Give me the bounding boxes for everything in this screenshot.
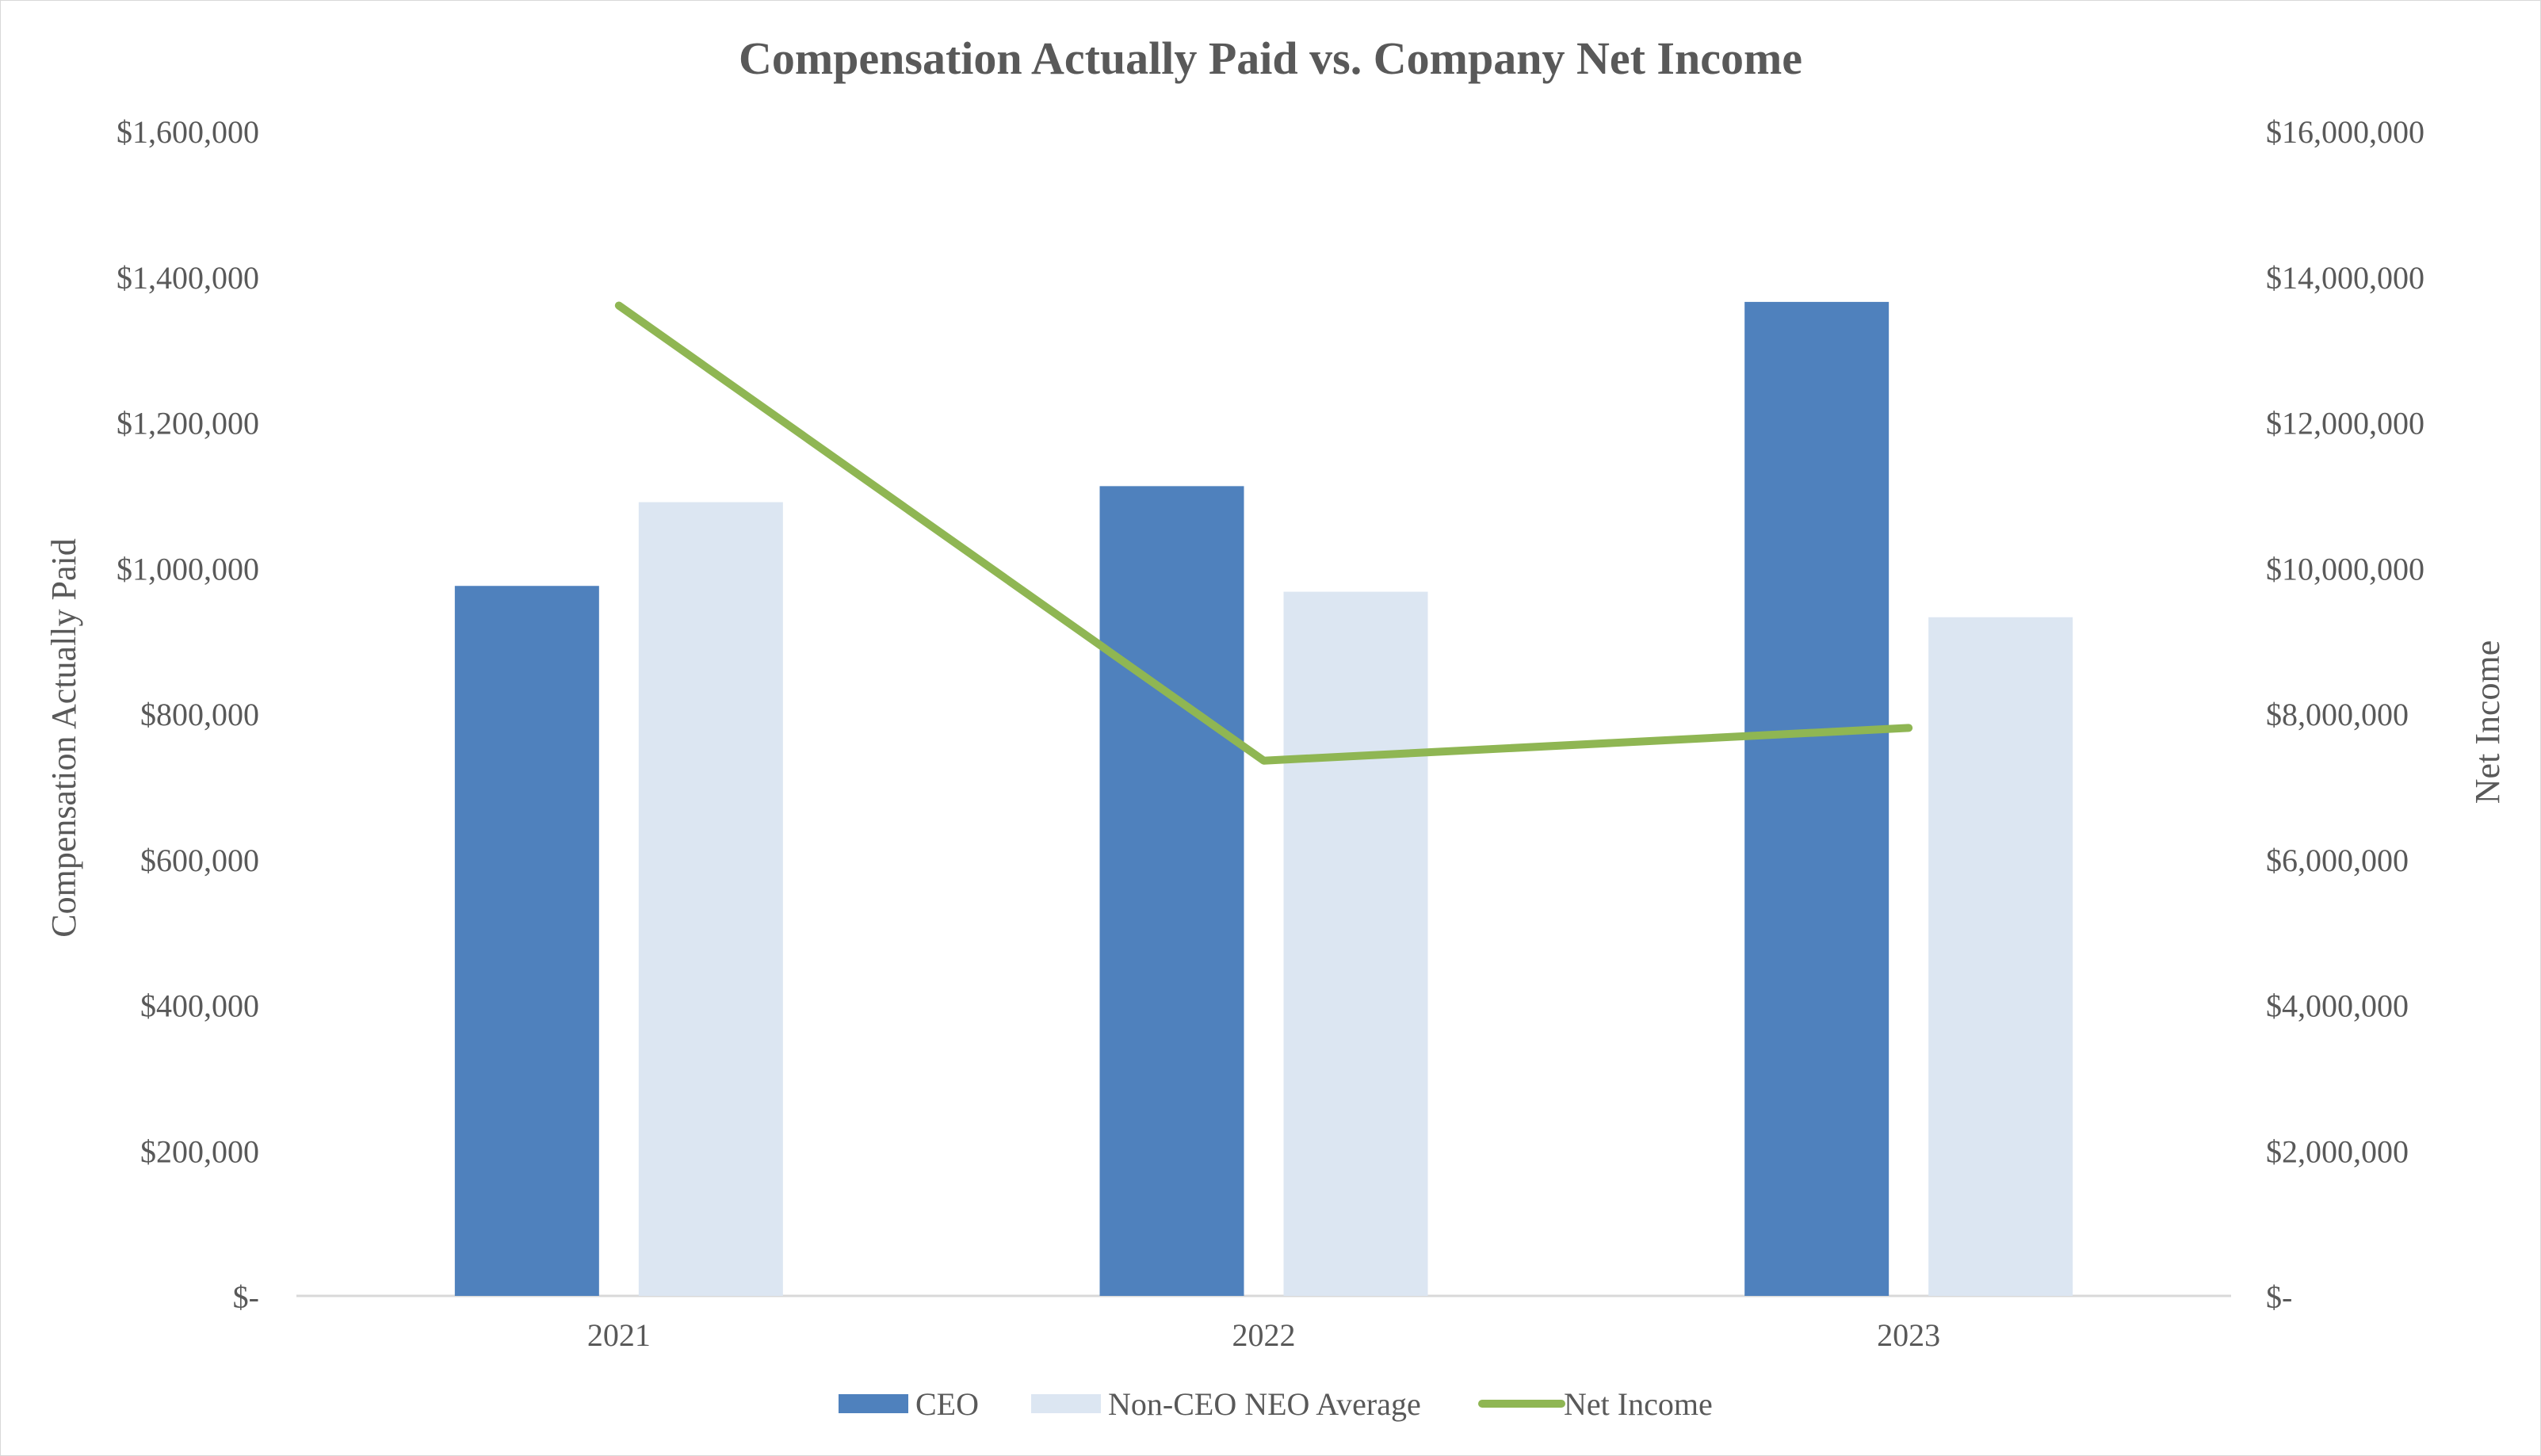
- y2-tick-label: $4,000,000: [2266, 988, 2409, 1024]
- bar-ceo: [1099, 486, 1244, 1296]
- y2-tick-label: $12,000,000: [2266, 406, 2424, 441]
- bar-non-ceo-neo-average: [638, 502, 783, 1296]
- legend-label-ceo: CEO: [915, 1386, 979, 1422]
- y-tick-label: $1,000,000: [117, 551, 259, 587]
- y-tick-label: $1,400,000: [117, 260, 259, 296]
- x-tick-label: 2022: [1232, 1317, 1296, 1353]
- legend-swatch-non-ceo-neo-average: [1031, 1394, 1101, 1413]
- bar-ceo: [1744, 301, 1890, 1296]
- bar-ceo: [454, 586, 599, 1296]
- line-net-income: [614, 301, 1913, 765]
- y-tick-label: $1,600,000: [117, 114, 259, 150]
- y2-tick-label: $6,000,000: [2266, 843, 2409, 878]
- legend-label-net-income: Net Income: [1564, 1386, 1713, 1422]
- legend: CEO Non-CEO NEO Average Net Income: [839, 1386, 1713, 1422]
- plot-area: $- $200,000 $400,000 $600,000 $800,000 $1,000…: [117, 114, 2424, 1353]
- legend-swatch-ceo: [839, 1394, 908, 1413]
- y2-axis-label: Net Income: [2468, 640, 2507, 804]
- y2-tick-label: $2,000,000: [2266, 1133, 2409, 1169]
- x-tick-label: 2023: [1877, 1317, 1940, 1353]
- y-tick-label: $600,000: [140, 843, 259, 878]
- y-tick-label: $400,000: [140, 988, 259, 1024]
- y-tick-label: $800,000: [140, 697, 259, 732]
- bar-non-ceo-neo-average: [1283, 591, 1428, 1296]
- bar-non-ceo-neo-average: [1928, 617, 2073, 1296]
- y-tick-label: $-: [233, 1279, 259, 1315]
- y2-tick-label: $14,000,000: [2266, 260, 2424, 296]
- x-tick-label: 2021: [587, 1317, 651, 1353]
- y-axis-label: Compensation Actually Paid: [44, 538, 83, 938]
- y2-tick-label: $10,000,000: [2266, 551, 2424, 587]
- y-tick-label: $200,000: [140, 1133, 259, 1169]
- y2-tick-label: $8,000,000: [2266, 697, 2409, 732]
- y-tick-label: $1,200,000: [117, 406, 259, 441]
- chart-title: Compensation Actually Paid vs. Company N…: [739, 32, 1802, 84]
- y2-tick-label: $-: [2266, 1279, 2292, 1315]
- y2-tick-label: $16,000,000: [2266, 114, 2424, 150]
- legend-label-non-ceo-neo-average: Non-CEO NEO Average: [1108, 1386, 1421, 1422]
